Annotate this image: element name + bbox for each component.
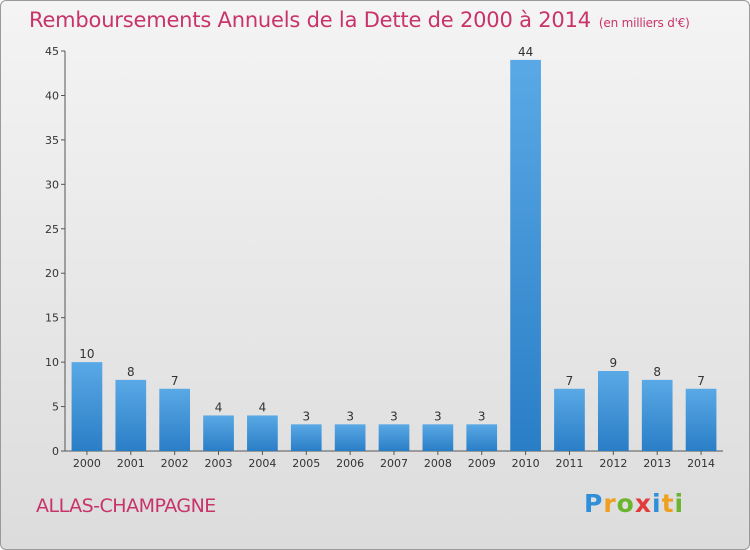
- data-label-2000: 10: [79, 347, 94, 361]
- logo-letter: r: [603, 489, 617, 518]
- y-tick-label: 40: [45, 89, 59, 102]
- bar-2008: [422, 424, 454, 451]
- y-tick-label: 30: [45, 178, 59, 191]
- data-label-2002: 7: [171, 374, 179, 388]
- proxiti-logo: Proxiti: [584, 489, 684, 518]
- bar-2007: [378, 424, 410, 451]
- x-tick-label-2000: 2000: [73, 457, 101, 470]
- data-label-2005: 3: [302, 409, 310, 423]
- data-label-2008: 3: [434, 409, 442, 423]
- x-tick-label-2008: 2008: [424, 457, 452, 470]
- logo-letter: x: [634, 489, 652, 518]
- chart-title-text: Remboursements Annuels de la Dette de 20…: [29, 8, 591, 32]
- logo-letter: i: [674, 489, 685, 518]
- bar-2002: [159, 388, 191, 451]
- y-tick-label: 5: [52, 401, 59, 414]
- chart-title: Remboursements Annuels de la Dette de 20…: [29, 8, 690, 32]
- x-tick-label-2001: 2001: [117, 457, 145, 470]
- data-label-2014: 7: [697, 374, 705, 388]
- bar-2013: [641, 379, 673, 451]
- x-tick-label-2002: 2002: [161, 457, 189, 470]
- x-tick-label-2014: 2014: [687, 457, 715, 470]
- x-tick-label-2003: 2003: [205, 457, 233, 470]
- logo-letter: o: [616, 489, 635, 518]
- data-label-2001: 8: [127, 365, 135, 379]
- chart-unit: (en milliers d'€): [598, 16, 690, 30]
- chart-bars: [71, 59, 717, 452]
- logo-letter: i: [652, 489, 662, 518]
- data-label-2009: 3: [478, 409, 486, 423]
- bar-2000: [71, 362, 103, 451]
- y-tick-label: 25: [45, 223, 59, 236]
- x-tick-label-2012: 2012: [599, 457, 627, 470]
- x-tick-label-2013: 2013: [643, 457, 671, 470]
- bar-2005: [290, 424, 322, 451]
- x-tick-label-2009: 2009: [468, 457, 496, 470]
- data-label-2004: 4: [259, 400, 267, 414]
- data-label-2007: 3: [390, 409, 398, 423]
- bar-2001: [115, 379, 147, 451]
- y-tick-label: 45: [45, 45, 59, 58]
- x-tick-label-2005: 2005: [292, 457, 320, 470]
- bar-2014: [685, 388, 717, 451]
- bar-2006: [334, 424, 366, 451]
- y-tick-label: 10: [45, 356, 59, 369]
- bar-2010: [510, 59, 541, 452]
- data-label-2012: 9: [610, 356, 618, 370]
- bar-2004: [247, 415, 278, 451]
- bar-2009: [466, 424, 498, 451]
- x-tick-label-2006: 2006: [336, 457, 364, 470]
- bar-2012: [597, 371, 629, 451]
- y-tick-label: 15: [45, 312, 59, 325]
- data-label-2006: 3: [346, 409, 354, 423]
- x-tick-label-2004: 2004: [248, 457, 276, 470]
- bar-2011: [554, 388, 585, 451]
- x-tick-label-2010: 2010: [512, 457, 540, 470]
- x-tick-label-2011: 2011: [555, 457, 583, 470]
- logo-letter: t: [661, 489, 675, 518]
- logo-letter: P: [584, 489, 604, 518]
- y-tick-label: 20: [45, 267, 59, 280]
- data-label-2011: 7: [566, 374, 574, 388]
- y-tick-label: 0: [52, 445, 59, 458]
- place-name: ALLAS-CHAMPAGNE: [36, 495, 216, 517]
- data-label-2003: 4: [215, 400, 223, 414]
- data-label-2013: 8: [653, 365, 661, 379]
- chart-axes: 0 5 10 15 20 25 30 35 40 45 2000 2001 2002 2003 2004 20…: [45, 45, 723, 470]
- y-tick-label: 35: [45, 134, 59, 147]
- x-tick-label-2007: 2007: [380, 457, 408, 470]
- data-label-2010: 44: [518, 45, 533, 59]
- bar-2003: [203, 415, 234, 451]
